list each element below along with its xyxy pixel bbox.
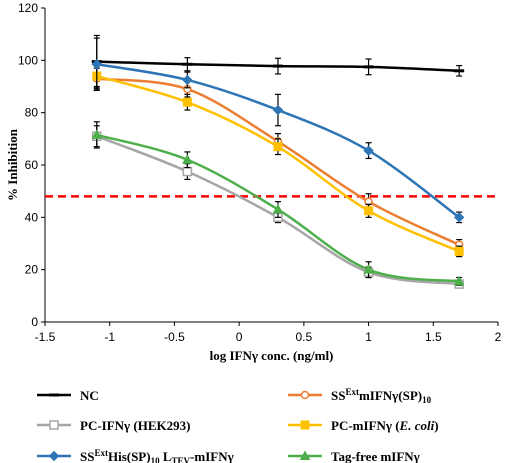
y-tick-label: 100 [18,53,38,67]
x-tick-label: -1.5 [35,330,56,344]
point-tag_free [363,264,374,274]
legend-label-part: Ext [345,387,359,397]
legend-label-part: Tag-free mIFNγ [331,449,420,463]
legend-label-part: E. coli [399,418,435,433]
legend-marker-pc_hek293 [49,420,59,430]
legend-label-part: His(SP) [108,449,151,463]
point-pc_ecoli [364,206,374,216]
legend-label-part: TEV [172,456,191,463]
x-tick-label: 0.5 [296,330,313,344]
plot-area: 0 20 40 60 80 100 120 -1.5 -1 -0.5 0 0.5 1 1.5 2 log IF… [5,1,502,363]
legend-label-part: NC [80,388,99,403]
y-tick-label: 80 [25,106,39,120]
x-tick-label: 1.5 [425,330,442,344]
x-axis-title: log IFNγ conc. (ng/ml) [210,348,334,363]
legend-label-part: PC-IFNγ (HEK293) [80,418,190,433]
legend-label-ss_ext_sp10: SSExtmIFNγ(SP)10 [331,387,432,405]
point-ss_ext_his [272,104,284,116]
legend-label-tag_free: Tag-free mIFNγ [331,449,420,463]
legend-label-nc: NC [80,388,99,403]
legend-label-part: L [160,449,172,463]
legend-label-part: -mIFNγ [190,449,234,463]
y-tick-label: 40 [25,210,39,224]
legend-label-pc_ecoli: PC-mIFNγ (E. coli) [331,418,439,433]
legend-label-part: ) [434,418,438,433]
y-tick-label: 60 [25,158,39,172]
legend-label-part: SS [331,388,345,403]
legend-label-ss_ext_his: SSExtHis(SP)10 LTEV-mIFNγ [80,448,234,463]
legend-marker-tag_free [299,450,311,460]
y-tick-label: 20 [25,263,39,277]
legend-label-part: SS [80,449,94,463]
x-tick-label: 0 [236,330,243,344]
legend-label-part: 10 [151,456,161,463]
legend-marker-ss_ext_his [48,450,60,462]
y-axis-title: % Inhibition [5,128,20,201]
x-tick-label: -0.5 [164,330,185,344]
legend-label-part: PC-mIFNγ ( [331,418,400,433]
legend-label-part: mIFNγ(SP) [359,388,422,403]
legend-marker-pc_ecoli [300,420,310,430]
x-tick-label: 1 [365,330,372,344]
point-ss_ext_his [91,59,102,70]
point-tag_free [272,203,284,214]
legend-label-part: Ext [94,448,108,458]
x-tick-label: 2 [495,330,502,344]
y-tick-label: 0 [31,315,38,329]
point-ss_ext_his [182,74,193,86]
x-tick-label: -1 [104,330,115,344]
point-pc_hek293 [182,166,193,177]
point-pc_ecoli [454,246,464,256]
point-ss_ext_his [453,212,465,223]
point-tag_free [453,275,465,286]
legend-marker-ss_ext_sp10 [300,390,310,400]
point-ss_ext_his [363,145,374,156]
point-pc_ecoli [182,97,192,107]
point-tag_free [182,154,193,164]
point-pc_ecoli [273,142,283,152]
legend-label-part: 10 [422,395,432,405]
legend-label-pc_hek293: PC-IFNγ (HEK293) [80,418,190,433]
y-tick-label: 120 [18,1,38,15]
point-tag_free [91,129,103,139]
